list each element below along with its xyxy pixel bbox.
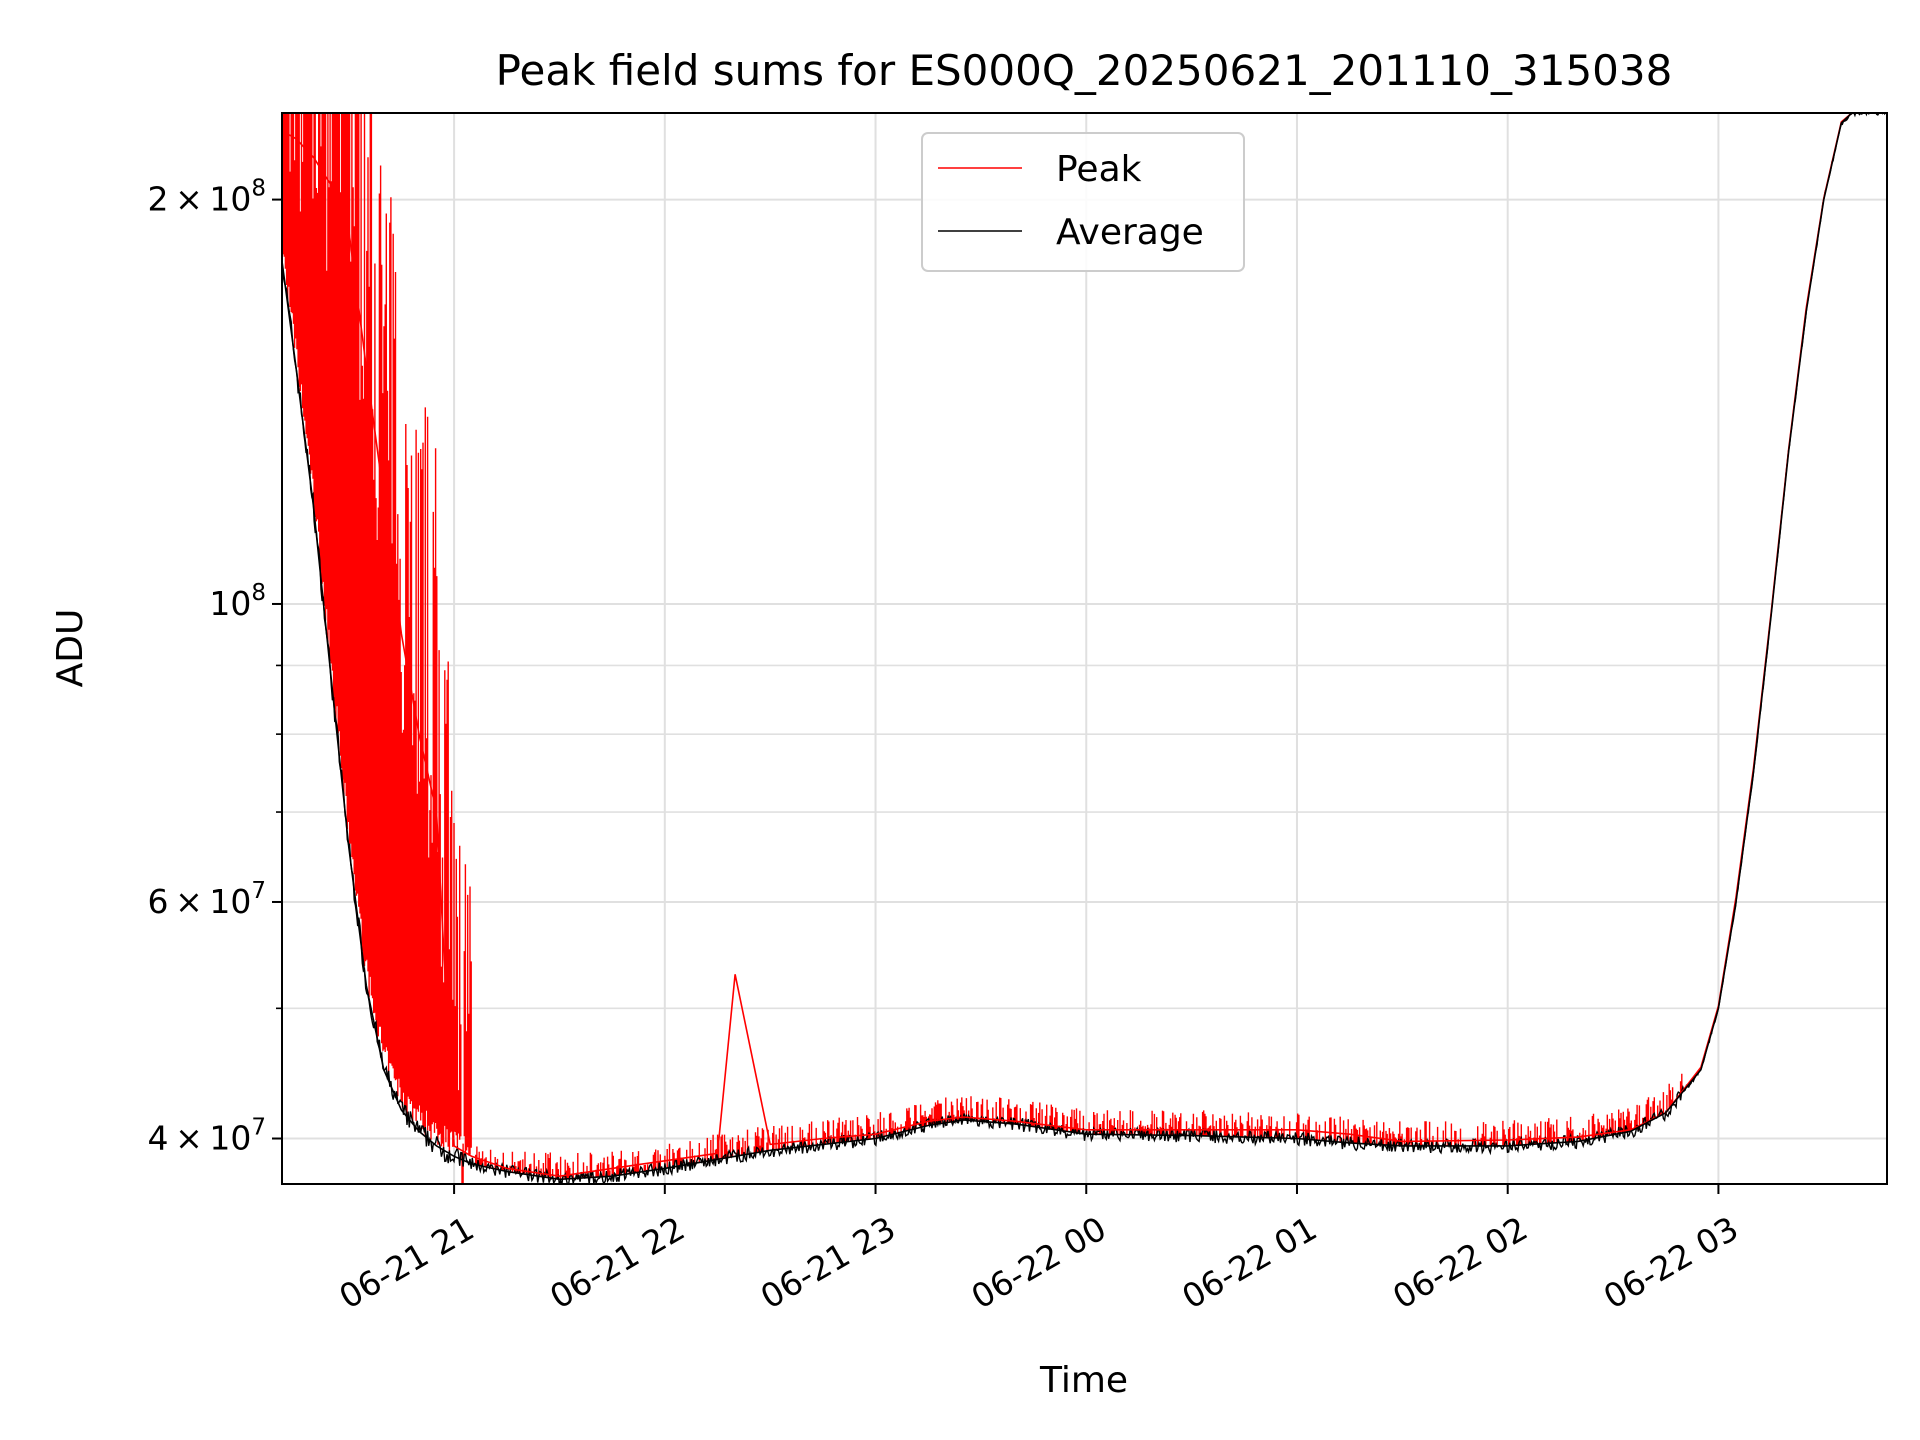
legend-label-average: Average — [1056, 212, 1204, 253]
series-layer — [282, 113, 1887, 1184]
y-tick-label: 4 × 107 — [148, 1115, 266, 1158]
series-line-average — [282, 113, 1853, 1181]
grid — [282, 113, 1887, 1184]
y-axis-label: ADU — [50, 609, 91, 688]
x-axis-label: Time — [1039, 1360, 1128, 1401]
y-tick-label: 6 × 107 — [148, 878, 266, 921]
chart-title: Peak field sums for ES000Q_20250621_2011… — [496, 46, 1673, 95]
legend: Peak Average — [921, 132, 1245, 272]
plot-frame — [281, 112, 1888, 1185]
legend-label-peak: Peak — [1056, 149, 1142, 190]
peak-spikes — [282, 113, 1683, 1184]
peak-noise — [282, 113, 1683, 1184]
y-axis: 4 × 107 6 × 107 108 2 × 108 — [148, 176, 282, 1158]
y-tick-label: 108 — [209, 580, 266, 623]
y-tick-label: 2 × 108 — [148, 176, 266, 219]
